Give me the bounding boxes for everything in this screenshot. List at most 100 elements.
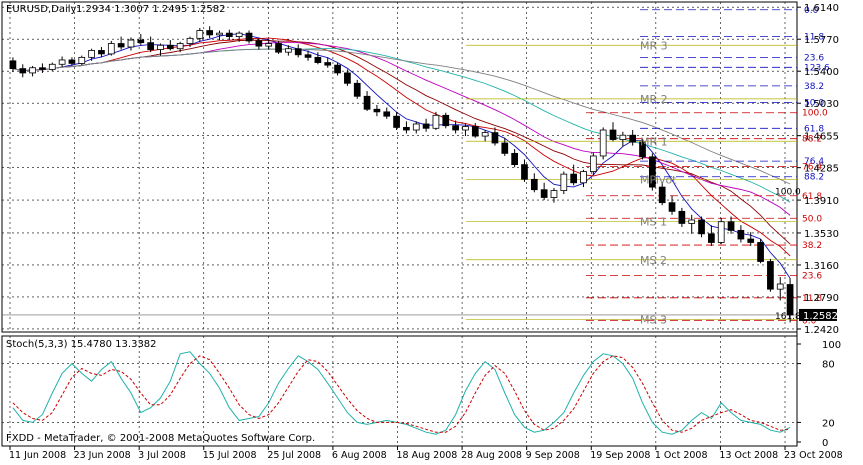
time-tick-label: 15 Jul 2008 <box>203 450 257 461</box>
candle-body <box>383 111 391 117</box>
price-tick-label: 1.5400 <box>804 67 839 78</box>
time-tick-label: 1 Oct 2008 <box>655 450 708 461</box>
indicator-overlays <box>2 9 797 321</box>
candle-body <box>462 126 469 131</box>
price-tick-label: 1.4285 <box>804 164 839 175</box>
price-tick-label: 1.3530 <box>804 229 839 240</box>
copyright-label: FXDD - MetaTrader, © 2001-2008 MetaQuote… <box>6 433 315 444</box>
fib-level-label: 11.8 <box>804 33 824 43</box>
price-tick-label: 1.2790 <box>804 293 839 304</box>
stochastic-lines <box>12 351 791 435</box>
candle-body <box>403 127 410 131</box>
fib-level-label: 88.2 <box>804 173 824 183</box>
candle-body <box>412 123 420 131</box>
time-tick-label: 3 Jul 2008 <box>138 450 186 461</box>
candle-body <box>786 284 794 316</box>
candle-body <box>481 132 489 137</box>
current-price-label: 1.2582 <box>803 311 838 322</box>
fib-level-label: 38.2 <box>802 241 822 251</box>
candle-body <box>373 108 381 113</box>
candle-body <box>776 283 784 290</box>
stoch-axis: 100 80 20 0 <box>797 340 841 449</box>
fib-level-label: 76.4 <box>802 162 822 172</box>
ohlc-label: 1.2934 1.3007 1.2495 1.2582 <box>76 4 226 15</box>
fib-level-label: 61.8 <box>802 192 822 202</box>
pivot-level-label: MR 3 <box>640 39 668 52</box>
candle-body <box>599 129 607 157</box>
candle-body <box>491 132 499 144</box>
price-gridlines <box>2 2 797 332</box>
candle-body <box>225 32 233 38</box>
candle-body <box>107 43 115 55</box>
fib-level-label: 23.6 <box>804 53 824 63</box>
candle-body <box>511 152 518 166</box>
price-axis: 1.6140 1.5770 1.5400 1.5030 1.4655 1.4285 1.39… <box>797 3 839 336</box>
time-tick-label: 25 Jul 2008 <box>267 450 321 461</box>
fib-level-label: 76.4 <box>804 157 824 167</box>
symbol-label: EURUSD,Daily <box>6 4 77 15</box>
candle-body <box>580 171 587 184</box>
candle-body <box>117 43 125 48</box>
time-tick-label: 6 Aug 2008 <box>332 450 387 461</box>
candle-body <box>570 173 578 184</box>
time-tick-label: 19 Sep 2008 <box>590 450 650 461</box>
time-tick-label: 9 Sep 2008 <box>526 450 580 461</box>
moving-average-line <box>12 37 791 257</box>
fib-level-label: 38.2 <box>804 82 824 92</box>
candlestick-series <box>9 26 794 323</box>
candle-body <box>393 115 400 128</box>
fib-level-label: 100.0 <box>802 109 828 119</box>
time-tick-label: 23 Oct 2008 <box>784 450 843 461</box>
candle-body <box>609 129 617 140</box>
candle-body <box>9 60 17 70</box>
moving-average-line <box>12 39 791 245</box>
stoch-tick-label: 80 <box>822 360 835 371</box>
candle-body <box>304 54 312 58</box>
candle-body <box>452 125 459 131</box>
candle-body <box>678 210 686 224</box>
candle-body <box>147 42 154 50</box>
candle-body <box>216 32 223 36</box>
candle-body <box>629 134 637 143</box>
price-tick-label: 1.2420 <box>804 325 839 336</box>
time-tick-label: 13 Oct 2008 <box>719 450 778 461</box>
candle-body <box>668 202 676 212</box>
pivot-level-label: MR 2 <box>640 93 668 106</box>
moving-average-line <box>12 33 791 279</box>
candle-body <box>422 123 430 129</box>
candle-body <box>255 40 263 47</box>
candle-body <box>540 189 548 198</box>
candle-body <box>589 155 597 172</box>
stoch-tick-label: 0 <box>822 438 828 449</box>
fib-extension-label: 161.8 <box>775 312 801 322</box>
candle-body <box>334 64 341 74</box>
candle-body <box>39 67 46 70</box>
pivot-level-label: MS 2 <box>640 254 667 267</box>
level-labels: 0.011.823.6123.638.250.061.876.488.2100.… <box>640 6 830 327</box>
price-tick-label: 1.5770 <box>804 35 839 46</box>
fib-level-label: 23.6 <box>802 271 822 281</box>
fib-level-label: 11.8 <box>802 294 822 304</box>
candle-body <box>324 62 332 66</box>
candle-body <box>708 233 715 243</box>
time-tick-label: 11 Jun 2008 <box>9 450 66 461</box>
candle-body <box>737 229 745 240</box>
candle-body <box>58 59 66 65</box>
fib-level-label: 88.2 <box>802 135 822 145</box>
pivot-level-label: MS 1 <box>640 216 667 229</box>
price-tick-label: 1.4655 <box>804 132 839 143</box>
candle-body <box>717 221 725 243</box>
candle-body <box>166 44 174 50</box>
candle-body <box>314 56 322 63</box>
candle-body <box>747 238 755 243</box>
pivot-level-label: MPivot <box>640 173 677 186</box>
price-tick-label: 1.6140 <box>804 3 839 14</box>
stoch-gridlines <box>2 336 797 446</box>
candle-body <box>619 134 627 140</box>
candle-body <box>275 43 282 53</box>
time-tick-label: 23 Jun 2008 <box>74 450 131 461</box>
fib-level-label: 0.0 <box>804 6 819 16</box>
price-tick-label: 1.3910 <box>804 196 839 207</box>
candle-body <box>176 43 184 50</box>
candle-body <box>649 156 656 188</box>
